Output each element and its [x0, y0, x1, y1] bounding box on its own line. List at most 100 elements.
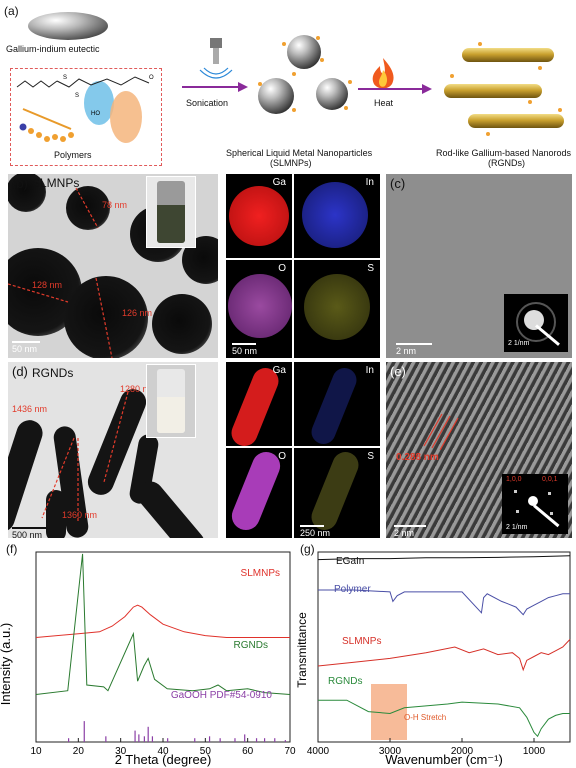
arrow-sonication: [182, 82, 248, 92]
panel-b-tem-image: (b) SLMNPs 78 nm 128 nm 126 nm 50 nm: [8, 174, 218, 358]
flame-icon: [372, 58, 394, 89]
slmnps-spheres-image: [258, 35, 352, 114]
ftir-xtick-label: 3000: [379, 746, 402, 757]
ftir-legend-polymer: Polymer: [334, 584, 371, 595]
ftir-legend-slmnps: SLMNPs: [342, 636, 381, 647]
egain-label: Gallium-indium eutectic: [6, 44, 100, 54]
sonicator-icon: [199, 38, 233, 79]
map-d-ga: Ga: [226, 362, 292, 450]
polymer-box: S S O HO: [10, 68, 162, 166]
map-d-in-label: In: [365, 365, 374, 376]
panel-c-inset-scale: 2 1/nm: [508, 340, 530, 347]
xrd-series-slmnps: [35, 604, 290, 638]
heat-label: Heat: [374, 98, 394, 108]
map-d-scale-bar: 250 nm: [300, 525, 331, 538]
ftir-xtick-label: 2000: [451, 746, 474, 757]
xrd-xtick-label: 30: [115, 746, 127, 757]
panel-c-hrtem-image: (c) 2 1/nm 2 nm: [386, 174, 572, 358]
xrd-chart: 10 20 30 40 50 60 70 Intensity (a.u.) 2 Theta …: [0, 551, 296, 767]
rgnds-vial-inset: [146, 364, 196, 438]
svg-text:S: S: [63, 75, 67, 81]
ftir-legend-rgnds: RGNDs: [328, 676, 362, 687]
xrd-ylabel: Intensity (a.u.): [0, 623, 13, 705]
xrd-legend-slmnps: SLMNPs: [241, 568, 280, 579]
svg-text:O: O: [149, 75, 154, 81]
xrd-xtick-label: 20: [73, 746, 85, 757]
diameter-label-128: 128 nm: [32, 280, 63, 290]
map-d-scale-label: 250 nm: [300, 528, 331, 538]
map-b-in: In: [294, 174, 380, 258]
ftir-ylabel: Transmittance: [296, 612, 309, 688]
length-label-1360: 1360 nm: [62, 510, 98, 520]
xrd-legend-gaooh: GaOOH PDF#54-0910: [171, 690, 273, 701]
map-b-s: S: [294, 260, 380, 358]
map-b-scale-bar: 50 nm: [232, 343, 258, 356]
panel-g-letter: (g): [300, 542, 315, 556]
rgnds-tem-rods: [8, 389, 205, 538]
map-d-o-label: O: [278, 451, 286, 462]
panel-c-scale-bar: 2 nm: [396, 343, 432, 356]
panel-e-inset-scale: 2 1/nm: [506, 524, 528, 531]
xrd-legend-rgnds: RGNDs: [234, 640, 268, 651]
panel-e-scale-label: 2 nm: [394, 528, 415, 538]
xrd-xtick-label: 70: [284, 746, 296, 757]
map-d-o: O: [226, 447, 292, 538]
arrow-heat: [358, 84, 432, 94]
svg-text:HO: HO: [91, 111, 100, 117]
oh-stretch-label: O-H Stretch: [404, 713, 446, 722]
map-b-o-label: O: [278, 263, 286, 274]
panel-e-letter: (e): [390, 364, 406, 379]
panel-d-letter: (d): [12, 364, 28, 379]
map-d-in: In: [294, 362, 380, 448]
map-d-s-label: S: [367, 451, 374, 462]
ftir-series-rgnds: [318, 699, 570, 738]
saed-index-2: 0,0,1: [542, 476, 558, 483]
length-label-1280: 1280 nm: [120, 384, 156, 394]
slmnps-caption: Spherical Liquid Metal Nanoparticles: [226, 148, 373, 158]
panel-b-scale-label: 50 nm: [12, 344, 38, 354]
map-b-ga-label: Ga: [272, 177, 286, 188]
map-d-ga-label: Ga: [272, 365, 286, 376]
ftir-xtick-label: 4000: [307, 746, 330, 757]
diameter-label-126: 126 nm: [122, 308, 153, 318]
ftir-legend-egain: EGaIn: [336, 556, 364, 567]
slmnps-tem-particles: [8, 174, 218, 358]
xrd-series-rgnds: [35, 553, 291, 695]
map-b-scale-label: 50 nm: [232, 346, 258, 356]
xrd-xtick-label: 10: [30, 746, 42, 757]
panel-e-saed-inset: 1,0,0 0,0,1 2 1/nm: [502, 474, 568, 534]
polymers-label: Polymers: [54, 150, 92, 160]
lattice-spacing-label: 0.288 nm: [396, 452, 439, 463]
egain-droplet-image: [28, 12, 108, 40]
ftir-xlabel: Wavenumber (cm⁻¹): [385, 752, 503, 767]
panel-d-scale-bar: 500 nm: [12, 527, 48, 538]
panel-b-scale-bar: 50 nm: [12, 341, 40, 354]
map-b-s-label: S: [367, 263, 374, 274]
panel-b-letter: (b): [12, 176, 28, 191]
ftir-plot-frame: [317, 551, 571, 743]
polymer-structure-diagram: S S O HO: [16, 75, 154, 143]
panel-c-letter: (c): [390, 176, 406, 191]
panel-a-letter: (a): [4, 4, 19, 18]
ftir-xtick-label: 1000: [523, 746, 546, 757]
rgnds-rods-image: [444, 42, 564, 136]
ftir-series-slmnps: [317, 639, 571, 672]
xrd-xtick-label: 40: [157, 746, 169, 757]
ftir-series-polymer: [318, 589, 570, 616]
panel-d-tem-image: (d) RGNDs 1436 nm 1280 nm 1360 nm 500 nm: [8, 362, 218, 538]
map-d-s: S 250 nm: [294, 448, 380, 538]
panel-e-hrtem-image: (e) 0.288 nm 1,0,0 0,0,1 2 1/nm 2 nm: [386, 362, 572, 538]
slmnps-abbr: (SLMNPs): [270, 158, 312, 168]
panel-e-scale-bar: 2 nm: [394, 525, 426, 538]
panel-d-title: RGNDs: [32, 366, 74, 380]
xrd-xtick-label: 50: [200, 746, 212, 757]
xrd-xlabel: 2 Theta (degree): [115, 752, 212, 767]
map-b-in-label: In: [365, 177, 374, 188]
panel-c-scale-label: 2 nm: [396, 346, 417, 356]
length-label-1436: 1436 nm: [12, 404, 48, 414]
panel-f-letter: (f): [6, 542, 18, 556]
svg-text:S: S: [75, 93, 79, 99]
rgnds-caption: Rod-like Gallium-based Nanorods: [436, 148, 572, 158]
ftir-series-egain: [317, 555, 571, 561]
slmnps-vial-inset: [146, 176, 196, 248]
